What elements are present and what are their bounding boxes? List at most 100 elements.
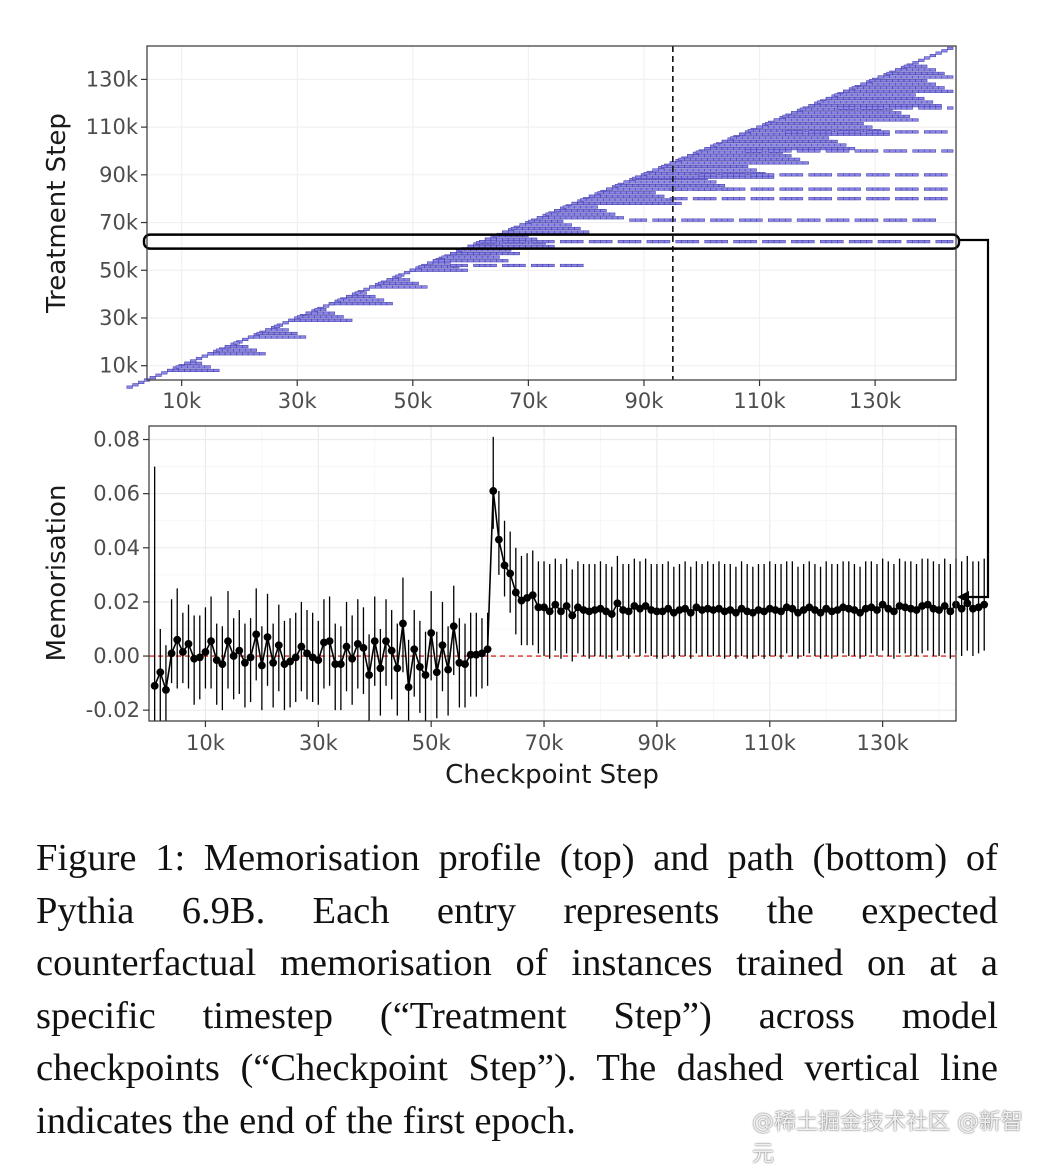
heatmap-cell — [739, 197, 746, 201]
heatmap-cell — [874, 114, 882, 118]
heatmap-cell — [860, 106, 867, 110]
heatmap-cell — [551, 219, 558, 223]
heatmap-cell — [380, 285, 388, 289]
memorisation-point — [466, 650, 475, 659]
heatmap-cell — [542, 216, 549, 220]
heatmap-cell — [848, 111, 856, 115]
heatmap-cell — [782, 143, 789, 147]
heatmap-cell — [299, 335, 307, 339]
heatmap-cell — [487, 255, 494, 259]
heatmap-cell — [724, 157, 731, 161]
memorisation-point — [162, 685, 170, 694]
memorisation-point — [224, 637, 232, 646]
heatmap-cell — [458, 255, 466, 259]
heatmap-cell — [860, 118, 867, 122]
heatmap-cell — [661, 184, 668, 188]
heatmap-cell — [646, 201, 653, 206]
heatmap-cell — [947, 46, 954, 50]
heatmap-cell — [799, 107, 806, 111]
heatmap-cell — [785, 173, 792, 177]
heatmap-cell — [695, 157, 702, 161]
heatmap-cell — [536, 240, 544, 244]
heatmap-cell — [765, 143, 772, 147]
heatmap-cell — [912, 197, 919, 201]
heatmap-cell — [363, 287, 370, 291]
heatmap-cell — [796, 197, 804, 201]
heatmap-cell — [536, 216, 544, 220]
heatmap-cell — [906, 75, 913, 79]
heatmap-cell — [429, 265, 437, 269]
heatmap-cell — [715, 147, 723, 151]
heatmap-cell — [484, 259, 492, 263]
heatmap-cell — [926, 86, 934, 90]
heatmap-cell — [831, 149, 838, 153]
heatmap-cell — [681, 197, 688, 201]
heatmap-cell — [898, 71, 905, 75]
heatmap-cell — [635, 187, 642, 191]
memorisation-points — [150, 487, 989, 694]
memorisation-point — [399, 619, 407, 628]
heatmap-cell — [285, 331, 292, 336]
heatmap-cell — [698, 197, 705, 201]
heatmap-cell — [912, 149, 919, 153]
heatmap-cell — [559, 240, 567, 244]
heatmap-cell — [921, 71, 928, 75]
heatmap-cell — [906, 82, 913, 86]
heatmap-cell — [727, 218, 734, 222]
heatmap-cell — [776, 143, 783, 147]
heatmap-cell — [756, 187, 763, 191]
heatmap-cell — [713, 184, 720, 188]
heatmap-cell — [704, 180, 711, 184]
memorisation-point — [449, 622, 458, 631]
heatmap-cell — [805, 107, 812, 111]
heatmap-cell — [629, 240, 636, 244]
memorisation-point — [607, 610, 616, 618]
heatmap-cell — [663, 180, 671, 184]
top-panel-border — [146, 45, 957, 381]
heatmap-cell — [609, 212, 616, 216]
heatmap-cell — [906, 89, 913, 93]
heatmap-cell — [450, 259, 457, 263]
heatmap-cell — [253, 335, 260, 339]
heatmap-cell — [762, 125, 769, 129]
heatmap-cell — [646, 180, 653, 184]
memorisation-point — [331, 660, 340, 669]
memorisation-point — [257, 661, 266, 670]
heatmap-cell — [268, 331, 275, 336]
heatmap-cell — [531, 244, 538, 248]
heatmap-cell — [542, 244, 549, 248]
heatmap-cell — [938, 86, 945, 90]
heatmap-cell — [843, 106, 850, 110]
memorisation-point — [370, 637, 379, 646]
heatmap-cell — [886, 86, 893, 90]
heatmap-cell — [617, 194, 624, 198]
heatmap-cell — [840, 114, 847, 118]
heatmap-cell — [588, 194, 596, 198]
heatmap-cell — [447, 255, 454, 259]
heatmap-cell — [898, 79, 905, 83]
heatmap-cell — [733, 168, 740, 172]
heatmap-cell — [765, 129, 772, 133]
heatmap-cell — [519, 223, 526, 227]
heatmap-cell — [536, 230, 544, 234]
bottom-y-axis-title: Memorisation — [42, 485, 72, 662]
heatmap-cell — [721, 197, 728, 201]
heatmap-cell — [502, 259, 509, 263]
heatmap-cell — [805, 143, 812, 147]
heatmap-cell — [793, 157, 801, 161]
heatmap-cell — [788, 136, 795, 140]
heatmap-cell — [817, 136, 824, 140]
heatmap-cell — [796, 125, 804, 129]
heatmap-cell — [767, 197, 775, 201]
heatmap-cell — [924, 106, 931, 110]
heatmap-cell — [392, 285, 399, 289]
heatmap-cell — [802, 111, 809, 115]
memorisation-point — [890, 607, 898, 616]
heatmap-cell — [785, 218, 792, 222]
heatmap-cell — [906, 240, 913, 244]
heatmap-cell — [909, 86, 916, 90]
heatmap-cell — [924, 68, 931, 72]
heatmap-cell — [649, 172, 656, 176]
heatmap-cell — [583, 216, 590, 220]
heatmap-cell — [574, 205, 581, 209]
